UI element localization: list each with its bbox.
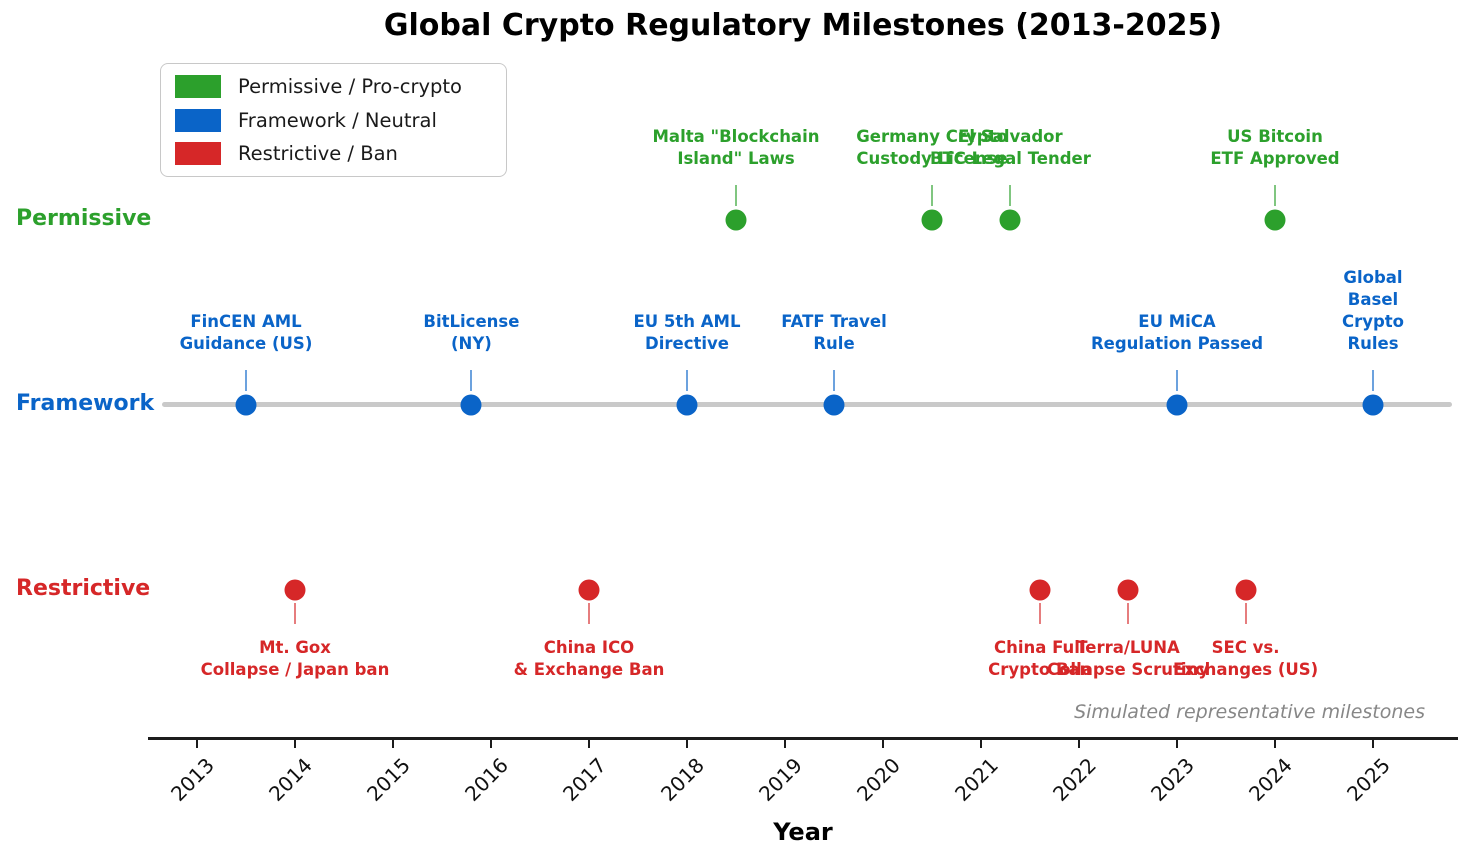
x-tick-label: 2013 [166, 753, 219, 806]
x-axis-line [148, 737, 1458, 740]
x-tick [1176, 740, 1178, 748]
x-tick [1372, 740, 1374, 748]
x-tick [196, 740, 198, 748]
annotation-note: Simulated representative milestones [1074, 701, 1425, 723]
milestone-label: FinCEN AML Guidance (US) [179, 312, 313, 353]
legend-item-framework: Framework / Neutral [175, 108, 492, 132]
x-tick [294, 740, 296, 748]
milestone-label: EU MiCA Regulation Passed [1090, 312, 1264, 353]
milestone-label: China Full Crypto Ban [988, 638, 1092, 679]
milestone-connector [245, 370, 247, 391]
row-label-permissive: Permissive [16, 206, 152, 231]
row-label-framework: Framework [16, 391, 155, 416]
milestone-dot [1029, 579, 1051, 601]
legend-item-restrictive: Restrictive / Ban [175, 142, 492, 165]
x-tick [1274, 740, 1276, 748]
milestone-dot [1166, 394, 1188, 416]
milestone-connector [1127, 603, 1129, 624]
framework-timeline-line [162, 402, 1452, 407]
x-tick [392, 740, 394, 748]
milestone-connector [735, 185, 737, 206]
milestone-dot [725, 209, 747, 231]
milestone-dot [823, 394, 845, 416]
milestone-connector [1372, 370, 1374, 391]
milestone-connector [1038, 603, 1041, 624]
x-tick-label: 2021 [950, 753, 1003, 806]
milestone-dot [999, 209, 1021, 231]
x-tick-label: 2020 [852, 753, 905, 806]
milestone-label: Germany Crypto Custody License [856, 127, 1008, 168]
milestone-connector [588, 603, 590, 624]
milestone-dot [460, 394, 482, 416]
x-axis-title: Year [773, 818, 833, 846]
x-tick-label: 2016 [460, 753, 513, 806]
milestone-connector [470, 370, 473, 391]
milestone-label: Malta "Blockchain Island" Laws [652, 127, 820, 168]
milestone-dot [235, 394, 257, 416]
milestone-label: Terra/LUNA Collapse Scrutiny [1046, 638, 1210, 679]
milestone-label: FATF Travel Rule [781, 312, 887, 353]
chart-title: Global Crypto Regulatory Milestones (201… [383, 8, 1223, 43]
milestone-dot [1235, 579, 1257, 601]
milestone-label: EU 5th AML Directive [633, 312, 741, 353]
milestone-dot [921, 209, 943, 231]
milestone-dot [1362, 394, 1384, 416]
x-tick-label: 2017 [558, 753, 611, 806]
milestone-connector [686, 370, 688, 391]
milestone-label: Global Basel Crypto Rules [1341, 268, 1405, 353]
x-tick-label: 2015 [362, 753, 415, 806]
legend-label: Framework / Neutral [238, 108, 437, 132]
milestone-connector [1244, 603, 1247, 624]
milestone-connector [833, 370, 835, 391]
milestone-dot [284, 579, 306, 601]
milestone-dot [676, 394, 698, 416]
milestone-label: Mt. Gox Collapse / Japan ban [200, 638, 390, 679]
legend-swatch-framework [175, 108, 221, 132]
x-tick-label: 2024 [1244, 753, 1297, 806]
legend: Permissive / Pro-crypto Framework / Neut… [160, 63, 507, 177]
legend-label: Permissive / Pro-crypto [238, 75, 462, 98]
x-tick [1078, 740, 1080, 748]
milestone-label: SEC vs. Exchanges (US) [1172, 638, 1319, 679]
milestone-dot [1117, 579, 1139, 601]
x-tick [490, 740, 492, 748]
legend-swatch-permissive [175, 75, 221, 98]
x-tick [980, 740, 982, 748]
milestone-connector [1009, 185, 1012, 206]
x-tick-label: 2022 [1048, 753, 1101, 806]
x-tick-label: 2018 [656, 753, 709, 806]
milestone-connector [931, 185, 933, 206]
x-tick [686, 740, 688, 748]
milestone-connector [1176, 370, 1178, 391]
milestone-label: US Bitcoin ETF Approved [1210, 127, 1340, 168]
milestone-label: El Salvador BTC Legal Tender [929, 127, 1091, 168]
x-tick [588, 740, 590, 748]
legend-swatch-restrictive [175, 142, 221, 165]
milestone-connector [294, 603, 296, 624]
x-tick-label: 2014 [264, 753, 317, 806]
milestone-dot [578, 579, 600, 601]
x-tick-label: 2019 [754, 753, 807, 806]
row-label-restrictive: Restrictive [16, 576, 151, 601]
milestone-label: BitLicense (NY) [423, 312, 520, 353]
milestone-dot [1264, 209, 1286, 231]
x-tick [882, 740, 884, 748]
x-tick-label: 2023 [1146, 753, 1199, 806]
milestone-label: China ICO & Exchange Ban [513, 638, 665, 679]
x-tick-label: 2025 [1342, 753, 1395, 806]
milestone-connector [1274, 185, 1276, 206]
x-tick [784, 740, 786, 748]
legend-label: Restrictive / Ban [238, 142, 398, 165]
legend-item-permissive: Permissive / Pro-crypto [175, 75, 492, 98]
